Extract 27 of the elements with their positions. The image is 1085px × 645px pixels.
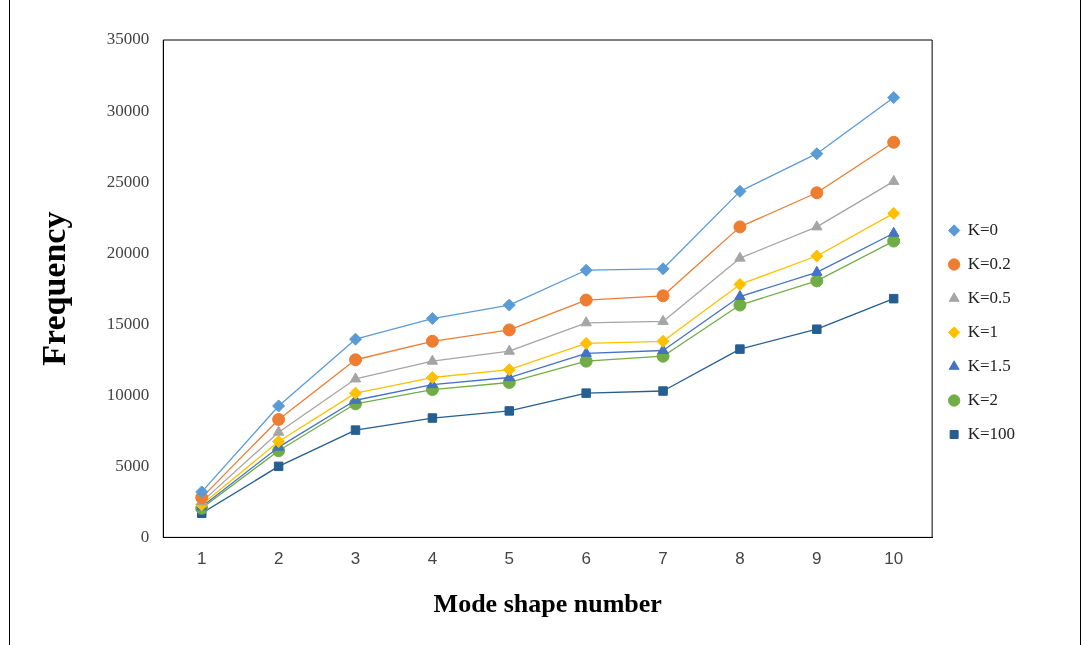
x-tick-label: 2 [273, 549, 284, 569]
y-tick-label: 15000 [106, 313, 150, 333]
legend-label: K=0.2 [967, 253, 1011, 273]
y-tick-label: 0 [140, 526, 150, 546]
x-tick-label: 5 [504, 549, 515, 569]
legend-label: K=2 [967, 389, 999, 409]
x-tick-label: 4 [427, 549, 438, 569]
x-tick-label: 9 [812, 549, 822, 569]
y-tick-label: 30000 [106, 100, 150, 120]
legend-label: K=1.5 [967, 355, 1011, 375]
y-tick-label: 5000 [115, 455, 150, 475]
y-tick-label: 35000 [106, 29, 150, 49]
legend-label: K=1 [967, 321, 999, 341]
y-tick-label: 25000 [106, 171, 150, 191]
y-axis-title: Frequency [35, 211, 73, 366]
y-tick-label: 20000 [106, 242, 150, 262]
legend-label: K=0.5 [967, 287, 1011, 307]
legend-label: K=100 [967, 423, 1016, 443]
x-axis-title: Mode shape number [433, 589, 662, 619]
x-tick-label: 3 [350, 549, 361, 569]
x-tick-label: 7 [658, 549, 668, 569]
x-tick-label: 6 [581, 549, 591, 569]
y-tick-label: 10000 [106, 384, 150, 404]
x-tick-label: 1 [197, 549, 207, 569]
x-tick-label: 8 [735, 549, 745, 569]
x-tick-label: 10 [884, 549, 904, 569]
legend-label: K=0 [967, 219, 999, 239]
